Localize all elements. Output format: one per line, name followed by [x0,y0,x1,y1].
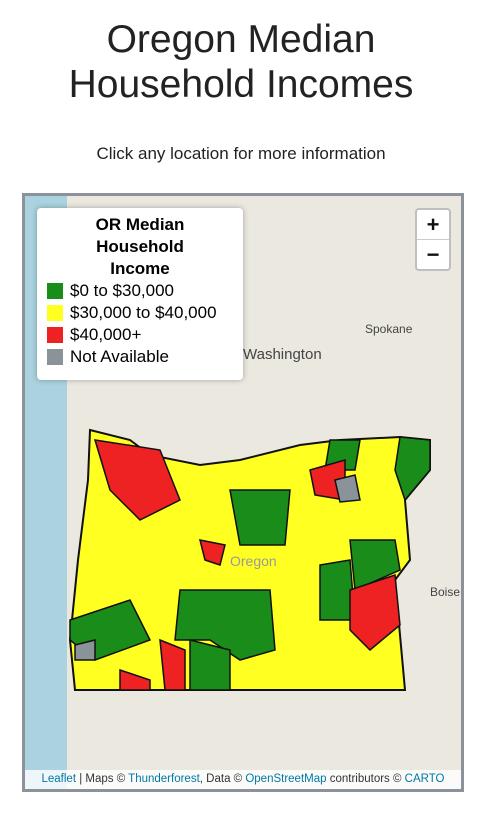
legend-label: $40,000+ [70,325,142,344]
attribution-text: contributors © [326,773,405,785]
legend-swatch [47,283,63,299]
title: Oregon Median [106,18,376,61]
legend-label: $30,000 to $40,000 [70,303,217,322]
attribution-text: , Data © [199,773,246,785]
legend-title: Income [110,259,170,278]
legend-swatch [47,349,63,365]
legend-item: $30,000 to $40,000 [47,302,243,324]
attribution-link[interactable]: OpenStreetMap [245,773,327,785]
place-label: Oregon [230,553,277,569]
legend-item: Not Available [47,346,243,368]
attribution-link[interactable]: Thunderforest [128,773,200,785]
zoom-out[interactable]: − [426,242,440,267]
zoom-in[interactable]: + [417,210,449,240]
map-layer [25,196,431,789]
map[interactable]: Washington Spokane Oregon Boise OR Media… [22,193,464,792]
legend-label: Not Available [70,347,169,366]
legend-title: OR Median [95,215,185,234]
legend-swatch [47,327,63,343]
legend-swatch [47,305,63,321]
attribution: Leaflet | Maps © Thunderforest, Data © O… [25,770,461,789]
subtitle: Click any location for more information [96,144,386,163]
legend-title: Household [96,237,184,256]
legend-label: $0 to $30,000 [70,281,174,300]
legend: OR Median Household Income $0 to $30,000 $30… [37,208,243,380]
place-label: Washington [243,346,322,363]
attribution-link[interactable]: Leaflet [41,773,77,785]
zoom-control: + − [415,208,451,271]
attribution-text: | Maps © [76,773,129,785]
title: Household Incomes [68,63,414,106]
attribution-link[interactable]: CARTO [404,773,445,785]
place-label: Boise [430,585,461,599]
legend-item: $0 to $30,000 [47,280,243,302]
place-label: Spokane [365,322,413,336]
legend-item: $40,000+ [47,324,243,346]
